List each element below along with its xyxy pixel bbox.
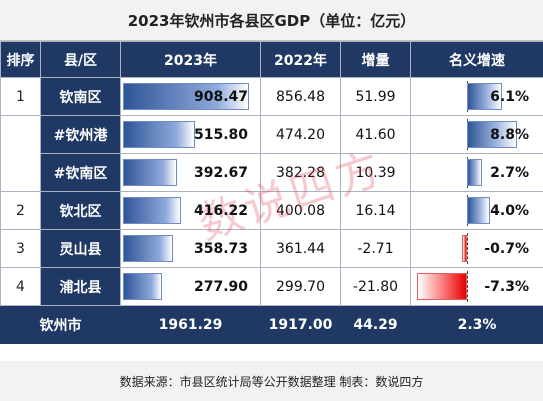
- gdp2023-bar: [123, 235, 173, 262]
- growth-value: -7.3%: [484, 278, 529, 295]
- gdp2023-bar: [123, 121, 195, 148]
- growth-axis: [467, 233, 468, 264]
- rank-cell: 2: [0, 191, 41, 230]
- county-cell: 浦北县: [40, 267, 121, 306]
- rank-cell: 3: [0, 229, 41, 268]
- increase-cell: -2.71: [340, 229, 411, 268]
- gdp2023-cell: 358.73: [120, 229, 261, 268]
- gdp2023-value: 392.67: [193, 164, 248, 181]
- growth-bar: [417, 273, 467, 300]
- gdp2023-value: 358.73: [193, 240, 248, 257]
- growth-axis: [467, 271, 468, 302]
- table-body: 1 钦南区 908.47 856.48 51.99 6.1% #钦州港 515.80 474.2…: [0, 77, 543, 344]
- gdp2023-cell: 515.80: [120, 115, 261, 154]
- rank-cell: 1: [0, 77, 41, 116]
- total-growth-cell: 2.3%: [410, 305, 543, 344]
- growth-value: 4.0%: [490, 202, 529, 219]
- table-row: 3 灵山县 358.73 361.44 -2.71 -0.7%: [0, 229, 543, 268]
- growth-value: 6.1%: [490, 88, 529, 105]
- growth-bar: [467, 121, 517, 148]
- gdp2023-value: 416.22: [193, 202, 248, 219]
- total-row: 钦州市 1961.29 1917.00 44.29 2.3%: [0, 305, 543, 344]
- table-row: #钦州港 515.80 474.20 41.60 8.8%: [0, 115, 543, 192]
- gdp2023-bar: [123, 159, 177, 186]
- table-row: 1 钦南区 908.47 856.48 51.99 6.1%: [0, 77, 543, 116]
- county-cell: #钦南区: [40, 153, 121, 192]
- county-cell: 灵山县: [40, 229, 121, 268]
- header-2023: 2023年: [120, 41, 261, 78]
- header-county: 县/区: [40, 41, 121, 78]
- growth-value: 2.7%: [490, 164, 529, 181]
- gdp2023-cell: 277.90: [120, 267, 261, 306]
- rank-cell: 4: [0, 267, 41, 306]
- gdp2023-cell: 908.47: [120, 77, 261, 116]
- growth-cell: -0.7%: [410, 229, 543, 268]
- table-row: 2 钦北区 416.22 400.08 16.14 4.0%: [0, 191, 543, 230]
- gdp2023-value: 277.90: [193, 278, 248, 295]
- gdp2023-bar: [123, 273, 162, 300]
- increase-cell: 41.60: [340, 115, 411, 154]
- increase-cell: 10.39: [340, 153, 411, 192]
- gdp2023-value: 908.47: [193, 88, 248, 105]
- increase-cell: 16.14: [340, 191, 411, 230]
- gdp-table: 排序 县/区 2023年 2022年 增量 名义增速 1 钦南区 908.47 856…: [0, 41, 543, 344]
- growth-cell: 6.1%: [410, 77, 543, 116]
- header-row: 排序 县/区 2023年 2022年 增量 名义增速: [0, 41, 543, 78]
- total-increase-cell: 44.29: [340, 305, 411, 344]
- growth-cell: 4.0%: [410, 191, 543, 230]
- header-increase: 增量: [340, 41, 411, 78]
- gdp2023-bar: [123, 197, 181, 224]
- gdp2023-bar: [123, 83, 249, 110]
- table-row: 4 浦北县 277.90 299.70 -21.80 -7.3%: [0, 267, 543, 306]
- increase-cell: -21.80: [340, 267, 411, 306]
- growth-bar: [467, 197, 490, 224]
- increase-cell: 51.99: [340, 77, 411, 116]
- growth-bar: [462, 235, 467, 262]
- county-cell: #钦州港: [40, 115, 121, 154]
- total-county-cell: 钦州市: [0, 305, 121, 344]
- growth-bar: [467, 83, 502, 110]
- growth-cell: 2.7%: [410, 153, 543, 192]
- table-title: 2023年钦州市各县区GDP（单位：亿元）: [0, 0, 543, 41]
- growth-value: 8.8%: [490, 126, 529, 143]
- growth-value: -0.7%: [484, 240, 529, 257]
- total-gdp2022-cell: 1917.00: [260, 305, 341, 344]
- gdp2023-cell: 392.67: [120, 153, 261, 192]
- header-rank: 排序: [0, 41, 41, 78]
- gdp2022-cell: 299.70: [260, 267, 341, 306]
- gdp2022-cell: 400.08: [260, 191, 341, 230]
- total-gdp2023-cell: 1961.29: [120, 305, 261, 344]
- gdp2022-cell: 382.28: [260, 153, 341, 192]
- gdp2023-cell: 416.22: [120, 191, 261, 230]
- growth-cell: 8.8%: [410, 115, 543, 154]
- county-cell: 钦北区: [40, 191, 121, 230]
- gdp2022-cell: 856.48: [260, 77, 341, 116]
- growth-bar: [467, 159, 482, 186]
- header-2022: 2022年: [260, 41, 341, 78]
- county-cell: 钦南区: [40, 77, 121, 116]
- table-row: #钦南区 392.67 382.28 10.39 2.7%: [1, 153, 543, 192]
- footer-note: 数据来源：市县区统计局等公开数据整理 制表：数说四方: [0, 361, 543, 401]
- rank-cell: [0, 115, 41, 192]
- gdp2023-value: 515.80: [193, 126, 248, 143]
- header-growth: 名义增速: [410, 41, 543, 78]
- gdp2022-cell: 474.20: [260, 115, 341, 154]
- growth-cell: -7.3%: [410, 267, 543, 306]
- gdp2022-cell: 361.44: [260, 229, 341, 268]
